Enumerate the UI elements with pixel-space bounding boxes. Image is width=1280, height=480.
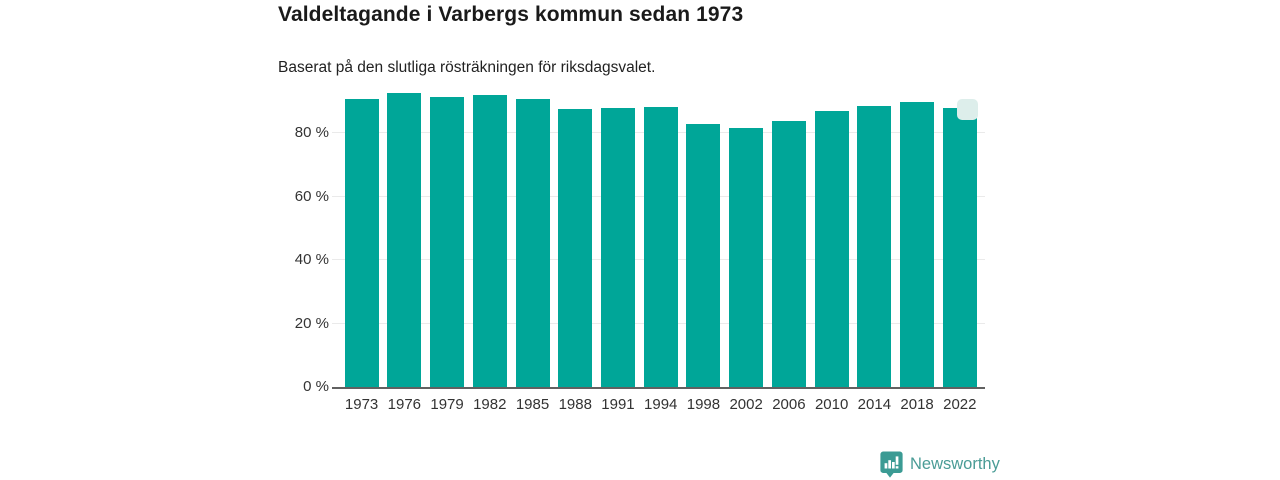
- x-tick-label-1982: 1982: [473, 396, 507, 413]
- bar-1991[interactable]: [600, 107, 635, 387]
- newsworthy-brand-label: Newsworthy: [910, 455, 1000, 473]
- x-axis-line: [332, 387, 985, 389]
- x-tick-label-1985: 1985: [515, 396, 550, 413]
- bar-2018[interactable]: [900, 101, 935, 387]
- bar-2002[interactable]: [729, 127, 764, 387]
- x-tick-label-1976: 1976: [387, 396, 422, 413]
- y-tick-label-20: 20 %: [294, 314, 329, 332]
- x-tick-label-2006: 2006: [772, 396, 806, 413]
- newsworthy-brand-link[interactable]: Newsworthy: [880, 451, 1000, 478]
- bar-2014[interactable]: [857, 105, 892, 387]
- y-tick-label-40: 40 %: [294, 251, 329, 269]
- x-tick-label-1998: 1998: [686, 396, 721, 413]
- bar-1985[interactable]: [515, 99, 550, 387]
- newsworthy-logo-icon: [880, 451, 903, 478]
- y-tick-label-60: 60 %: [294, 187, 329, 205]
- x-tick-label-1979: 1979: [430, 396, 464, 413]
- bar-1982[interactable]: [472, 94, 507, 387]
- bar-2006[interactable]: [771, 120, 806, 387]
- last-bar-highlight-marker: [956, 98, 978, 120]
- bar-2022[interactable]: [942, 98, 978, 387]
- x-tick-label-1994: 1994: [644, 396, 678, 413]
- plot-area: [332, 85, 985, 389]
- x-tick-label-1991: 1991: [601, 396, 635, 413]
- y-tick-label-80: 80 %: [294, 124, 329, 142]
- x-tick-label-2014: 2014: [857, 396, 892, 413]
- bar-1988[interactable]: [558, 108, 593, 387]
- x-tick-label-2022: 2022: [943, 396, 977, 413]
- bar-1976[interactable]: [387, 92, 422, 387]
- bar-1979[interactable]: [430, 96, 465, 387]
- chart-subtitle: Baserat på den slutliga rösträkningen fö…: [278, 59, 656, 76]
- x-tick-label-2010: 2010: [814, 396, 849, 413]
- y-tick-label-0: 0 %: [303, 378, 329, 395]
- x-tick-label-1973: 1973: [344, 396, 379, 413]
- bar-1973[interactable]: [344, 98, 379, 387]
- chart-title: Valdeltagande i Varbergs kommun sedan 19…: [278, 3, 744, 26]
- bar-1998[interactable]: [686, 123, 721, 387]
- x-tick-label-1988: 1988: [558, 396, 592, 413]
- x-tick-label-2002: 2002: [729, 396, 763, 413]
- bar-2010[interactable]: [814, 111, 849, 387]
- x-tick-label-2018: 2018: [900, 396, 934, 413]
- bar-1994[interactable]: [643, 106, 678, 387]
